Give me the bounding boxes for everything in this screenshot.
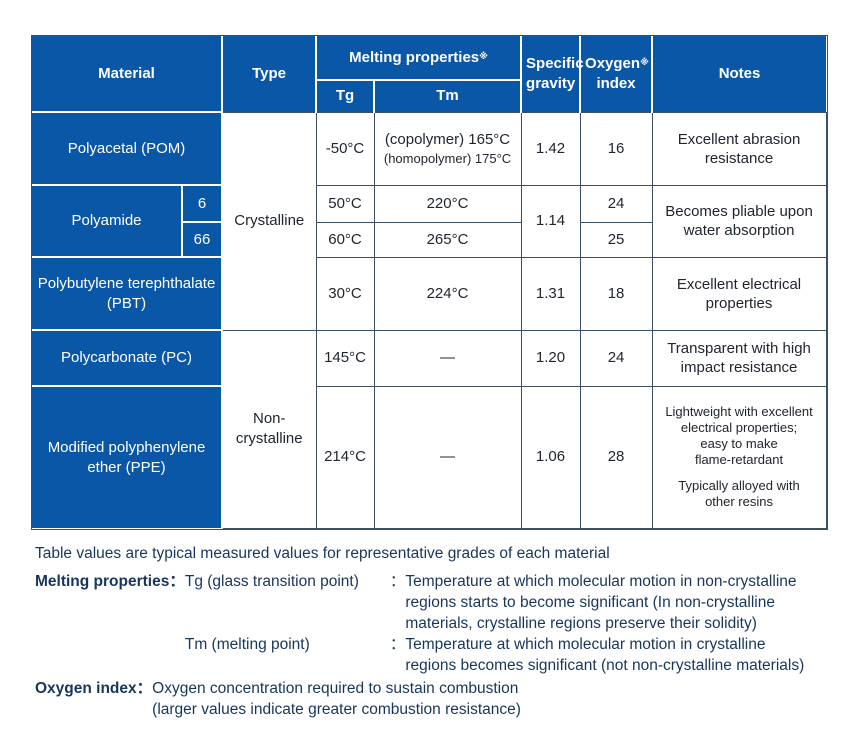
row-ppe: Modified polyphenylene ether (PPE) 214°C… bbox=[32, 385, 827, 529]
footnotes: Table values are typical measured values… bbox=[35, 543, 835, 720]
pom-notes-cell: Excellent abrasion resistance bbox=[651, 111, 827, 186]
material-header: Material bbox=[32, 36, 224, 113]
pbt-material-cell: Polybutylene terephthalate (PBT) bbox=[32, 256, 224, 331]
polyamide-grade-66-cell: 66 bbox=[180, 221, 224, 258]
pom-tg-cell: -50°C bbox=[315, 111, 375, 186]
pom-oi-cell: 16 bbox=[579, 111, 653, 186]
colon-separator: ： bbox=[389, 572, 406, 590]
ppe-notes-paragraph-1: Lightweight with excellent electrical pr… bbox=[665, 404, 813, 467]
ppe-notes-paragraph-2: Typically alloyed with other resins bbox=[678, 478, 800, 509]
melting-ref-mark: ※ bbox=[479, 51, 488, 62]
header-row-2: Tg Tm bbox=[32, 79, 826, 113]
oxygen-index-header: Oxygen※ index bbox=[579, 36, 654, 113]
pc-oi-cell: 24 bbox=[579, 329, 653, 387]
pa66-tg-cell: 60°C bbox=[315, 221, 375, 258]
pom-material-cell: Polyacetal (POM) bbox=[32, 111, 224, 186]
row-polyamide-6: Polyamide 6 50°C 220°C 1.14 24 Becomes p… bbox=[32, 184, 827, 258]
table-values-note: Table values are typical measured values… bbox=[35, 545, 610, 562]
polyamide-notes-cell: Becomes pliable upon water absorption bbox=[651, 184, 827, 258]
ppe-material-cell: Modified polyphenylene ether (PPE) bbox=[32, 385, 224, 528]
material-properties-table: Material Type Melting properties※ Specif… bbox=[31, 35, 828, 530]
type-crystalline-cell: Crystalline bbox=[221, 111, 317, 331]
ppe-tg-cell: 214°C bbox=[315, 385, 375, 529]
type-header: Type bbox=[221, 36, 318, 113]
pc-material-cell: Polycarbonate (PC) bbox=[32, 329, 224, 387]
colon-separator: ： bbox=[136, 679, 153, 697]
tg-header: Tg bbox=[315, 79, 376, 113]
pc-notes-cell: Transparent with high impact resistance bbox=[651, 329, 827, 387]
oxygen-index-definition: Oxygen concentration required to sustain… bbox=[152, 680, 521, 718]
pc-sg-cell: 1.20 bbox=[520, 329, 581, 387]
melting-properties-label: Melting properties bbox=[349, 48, 480, 66]
tm-term: Tm (melting point) bbox=[184, 636, 310, 653]
pa6-oi-cell: 24 bbox=[579, 184, 653, 223]
tm-definition: Temperature at which molecular motion in… bbox=[405, 636, 805, 674]
polyamide-material-cell: Polyamide bbox=[32, 184, 183, 258]
row-pbt: Polybutylene terephthalate (PBT) 30°C 22… bbox=[32, 256, 827, 331]
pc-tm-cell: — bbox=[373, 329, 522, 387]
oxygen-sublabel: index bbox=[596, 74, 636, 92]
pom-sg-cell: 1.42 bbox=[520, 111, 581, 186]
pbt-oi-cell: 18 bbox=[579, 256, 653, 331]
ppe-notes-cell: Lightweight with excellent electrical pr… bbox=[651, 385, 827, 529]
pbt-tm-cell: 224°C bbox=[373, 256, 522, 331]
pa6-tg-cell: 50°C bbox=[315, 184, 375, 223]
pbt-tg-cell: 30°C bbox=[315, 256, 375, 331]
specific-gravity-header: Specific gravity bbox=[520, 36, 584, 113]
pa6-tm-cell: 220°C bbox=[373, 184, 522, 223]
row-polyacetal: Polyacetal (POM) Crystalline -50°C (copo… bbox=[32, 111, 827, 331]
header-row-1: Material Type Melting properties※ Specif… bbox=[32, 36, 827, 113]
polyamide-grade-6-cell: 6 bbox=[180, 184, 224, 223]
tm-header: Tm bbox=[373, 79, 523, 113]
colon-separator: ： bbox=[389, 635, 406, 653]
oxygen-index-footnote: Oxygen index ： Oxygen concentration requ… bbox=[35, 678, 835, 720]
tm-definition-row: Tm (melting point) ： Temperature at whic… bbox=[185, 634, 804, 676]
pc-tg-cell: 145°C bbox=[315, 329, 375, 387]
pa66-tm-cell: 265°C bbox=[373, 221, 522, 258]
pom-tm-cell: (copolymer) 165°C (homopolymer) 175°C bbox=[373, 111, 522, 186]
melting-properties-footnote: Melting properties ： Tg (glass transitio… bbox=[35, 571, 835, 676]
pa66-oi-cell: 25 bbox=[579, 221, 653, 258]
polyamide-sg-cell: 1.14 bbox=[520, 184, 581, 258]
tg-definition: Temperature at which molecular motion in… bbox=[405, 573, 797, 632]
oxygen-index-footnote-label: Oxygen index bbox=[35, 680, 137, 697]
ppe-tm-cell: — bbox=[373, 385, 522, 529]
ppe-sg-cell: 1.06 bbox=[520, 385, 581, 529]
ppe-oi-cell: 28 bbox=[579, 385, 653, 529]
melting-properties-header: Melting properties※ bbox=[315, 36, 523, 81]
type-non-crystalline-cell: Non-crystalline bbox=[221, 329, 317, 529]
tg-definition-row: Tg (glass transition point) ： Temperatur… bbox=[185, 571, 804, 634]
tg-term: Tg (glass transition point) bbox=[184, 573, 359, 590]
row-polycarbonate: Polycarbonate (PC) Non-crystalline 145°C… bbox=[32, 329, 827, 529]
row-polyamide-66: 66 60°C 265°C 25 bbox=[32, 221, 826, 258]
oxygen-ref-mark: ※ bbox=[640, 57, 649, 68]
pom-tm-copolymer: (copolymer) 165°C bbox=[384, 131, 511, 148]
notes-header: Notes bbox=[651, 36, 827, 113]
colon-separator: ： bbox=[169, 572, 185, 590]
melting-properties-footnote-label: Melting properties bbox=[35, 573, 170, 590]
pom-tm-homopolymer: (homopolymer) 175°C bbox=[383, 151, 512, 166]
pbt-notes-cell: Excellent electrical properties bbox=[651, 256, 827, 331]
oxygen-label: Oxygen bbox=[585, 54, 641, 72]
pbt-sg-cell: 1.31 bbox=[520, 256, 581, 331]
